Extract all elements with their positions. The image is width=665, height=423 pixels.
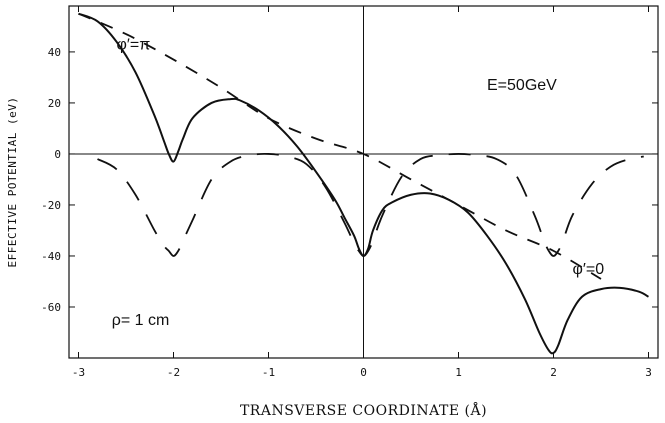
y-tick-label: 40 [48,46,61,59]
series-group [78,12,650,355]
x-tick-label: 3 [645,366,652,379]
annotations: E=50GeV φ′=π φ′=0 ρ= 1 cm [112,36,604,328]
x-tick-label: 0 [360,366,367,379]
annotation-0: E=50GeV [487,77,557,94]
y-tick-label: -20 [41,199,61,212]
x-tick-label: 2 [550,366,557,379]
x-axis-label: TRANSVERSE COORDINATE (Å) [240,401,487,419]
annotation-1: φ′=π [117,36,151,53]
y-tick-label: -60 [41,301,61,314]
y-axis-label: EFFECTIVE POTENTIAL (eV) [6,97,19,268]
annotation-2: φ′=0 [573,261,605,278]
y-tick-label: 20 [48,97,61,110]
x-tick-label: -3 [72,366,85,379]
x-tick-label: -2 [167,366,180,379]
y-tick-label: 0 [54,148,61,161]
annotation-3: ρ= 1 cm [112,312,170,329]
x-tick-label: -1 [262,366,275,379]
x-tick-label: 1 [455,366,462,379]
series-line-long-dash [97,152,644,257]
series-line-short-dash [78,12,602,280]
y-tick-label: -40 [41,250,61,263]
ticks: -3 -2 -1 0 1 2 3 -60 -40 -20 0 20 40 [41,6,658,379]
